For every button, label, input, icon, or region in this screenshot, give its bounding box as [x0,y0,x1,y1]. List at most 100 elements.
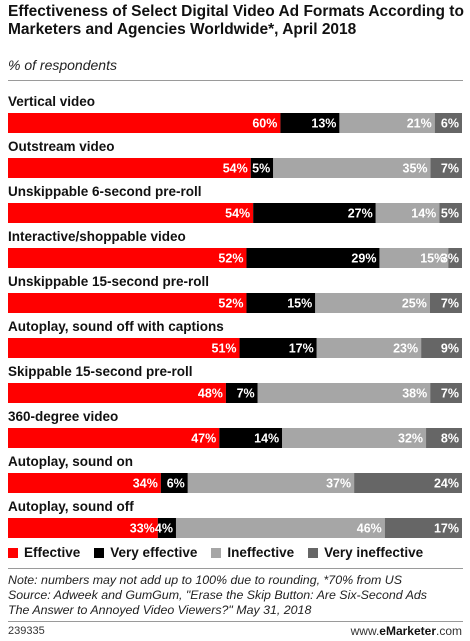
note-line-2: Source: Adweek and GumGum, "Erase the Sk… [8,588,427,602]
data-label-very-ineffective-unskippable-6-second-pre-roll: 5% [441,207,459,221]
data-label-very-ineffective-autoplay-sound-off-with-captions: 9% [441,342,459,356]
data-label-very-effective-interactive-shoppable-video: 29% [351,252,376,266]
bar-ineffective-autoplay-sound-on [187,473,355,493]
note-line-3: The Answer to Annoyed Video Viewers?" Ma… [8,603,312,617]
stacked-bar-chart: Vertical video 60% 13% 21% 6% Outstream video… [8,94,462,538]
bar-ineffective-unskippable-15-second-pre-roll [315,293,430,313]
bar-effective-unskippable-15-second-pre-roll [8,293,247,313]
data-label-ineffective-autoplay-sound-on: 37% [326,477,351,491]
data-label-very-effective-360-degree-video: 14% [254,432,279,446]
bar-very-effective-360-degree-video [219,428,283,448]
data-label-very-ineffective-autoplay-sound-on: 24% [434,477,459,491]
legend-item-very-ineffective: Very ineffective [308,545,423,560]
legend-swatch-effective [8,547,18,558]
data-label-ineffective-outstream-video: 35% [403,162,428,176]
legend-label-ineffective: Ineffective [227,545,295,560]
legend-label-very-effective: Very effective [110,545,198,560]
footer-divider [8,568,463,569]
bar-very-effective-skippable-15-second-pre-roll [225,383,258,403]
data-label-very-ineffective-skippable-15-second-pre-roll: 7% [441,387,459,401]
category-label-unskippable-15-second-pre-roll: Unskippable 15-second pre-roll [8,274,209,289]
bar-very-effective-unskippable-15-second-pre-roll [246,293,316,313]
data-label-very-effective-autoplay-sound-off-with-captions: 17% [289,342,314,356]
legend-swatch-ineffective [211,547,222,558]
bar-very-effective-vertical-video [280,113,340,133]
data-label-very-effective-outstream-video: 5% [252,162,270,176]
bar-effective-skippable-15-second-pre-roll [8,383,226,403]
bar-effective-unskippable-6-second-pre-roll [8,203,254,223]
category-label-autoplay-sound-off-with-captions: Autoplay, sound off with captions [8,319,224,334]
data-label-very-effective-autoplay-sound-on: 6% [167,477,185,491]
source-note: Note: numbers may not add up to 100% due… [8,573,468,618]
data-label-effective-vertical-video: 60% [252,117,277,131]
bar-very-ineffective-interactive-shoppable-video [448,248,462,268]
category-label-autoplay-sound-off: Autoplay, sound off [8,499,134,514]
top-divider [8,80,463,81]
bar-ineffective-outstream-video [273,158,431,178]
data-label-effective-outstream-video: 54% [223,162,248,176]
bar-very-effective-unskippable-6-second-pre-roll [253,203,376,223]
bar-effective-autoplay-sound-off [8,518,158,538]
bar-very-ineffective-autoplay-sound-on [354,473,462,493]
category-label-360-degree-video: 360-degree video [8,409,118,424]
bar-very-effective-autoplay-sound-on [160,473,188,493]
data-label-ineffective-autoplay-sound-off: 46% [357,522,382,536]
chart-subtitle: % of respondents [8,57,117,73]
legend-item-ineffective: Ineffective [211,545,294,560]
bar-ineffective-unskippable-6-second-pre-roll [375,203,440,223]
bar-very-ineffective-unskippable-15-second-pre-roll [429,293,462,313]
bar-very-ineffective-360-degree-video [426,428,462,448]
bar-very-effective-interactive-shoppable-video [246,248,380,268]
data-label-ineffective-vertical-video: 21% [407,117,432,131]
bar-very-ineffective-unskippable-6-second-pre-roll [439,203,462,223]
data-label-ineffective-360-degree-video: 32% [398,432,423,446]
bar-ineffective-vertical-video [339,113,435,133]
legend-item-effective: Effective [8,545,80,560]
data-label-effective-skippable-15-second-pre-roll: 48% [198,387,223,401]
bar-very-ineffective-autoplay-sound-off [384,518,462,538]
data-label-effective-unskippable-6-second-pre-roll: 54% [225,207,250,221]
data-label-very-ineffective-vertical-video: 6% [441,117,459,131]
legend: Effective Very effective Ineffective Ver… [8,545,468,560]
bar-effective-interactive-shoppable-video [8,248,247,268]
data-label-effective-interactive-shoppable-video: 52% [218,252,243,266]
brand-prefix: www. [350,624,380,638]
legend-swatch-very-ineffective [308,547,319,558]
bar-very-ineffective-autoplay-sound-off-with-captions [421,338,462,358]
bar-effective-autoplay-sound-on [8,473,161,493]
chart-title: Effectiveness of Select Digital Video Ad… [8,3,464,38]
brand-suffix: .com [435,624,462,638]
data-label-ineffective-unskippable-6-second-pre-roll: 14% [411,207,436,221]
data-label-very-effective-unskippable-6-second-pre-roll: 27% [348,207,373,221]
data-label-very-ineffective-interactive-shoppable-video: 3% [441,252,459,266]
data-label-ineffective-autoplay-sound-off-with-captions: 23% [393,342,418,356]
bar-very-ineffective-outstream-video [430,158,462,178]
bar-very-ineffective-skippable-15-second-pre-roll [430,383,462,403]
data-label-very-effective-unskippable-15-second-pre-roll: 15% [287,297,312,311]
data-label-very-ineffective-autoplay-sound-off: 17% [434,522,459,536]
bar-ineffective-interactive-shoppable-video [379,248,449,268]
data-label-effective-360-degree-video: 47% [191,432,216,446]
data-label-very-ineffective-360-degree-video: 8% [441,432,459,446]
category-label-skippable-15-second-pre-roll: Skippable 15-second pre-roll [8,364,193,379]
bar-effective-vertical-video [8,113,281,133]
data-label-very-effective-autoplay-sound-off: 4% [155,522,173,536]
bottom-divider [8,621,463,622]
data-label-ineffective-interactive-shoppable-video: 15% [420,252,445,266]
bar-ineffective-autoplay-sound-off [175,518,385,538]
brand-logo: www.eMarketer.com [351,624,462,638]
category-label-vertical-video: Vertical video [8,94,95,109]
bar-very-effective-autoplay-sound-off-with-captions [239,338,317,358]
data-label-effective-autoplay-sound-on: 34% [133,477,158,491]
data-label-very-ineffective-unskippable-15-second-pre-roll: 7% [441,297,459,311]
data-label-effective-autoplay-sound-off: 33% [130,522,155,536]
legend-item-very-effective: Very effective [94,545,197,560]
data-label-effective-autoplay-sound-off-with-captions: 51% [212,342,237,356]
data-label-very-effective-skippable-15-second-pre-roll: 7% [237,387,255,401]
legend-label-effective: Effective [24,545,81,560]
bar-very-effective-outstream-video [250,158,274,178]
category-label-autoplay-sound-on: Autoplay, sound on [8,454,133,469]
bar-ineffective-360-degree-video [282,428,427,448]
data-label-ineffective-unskippable-15-second-pre-roll: 25% [402,297,427,311]
bar-very-effective-autoplay-sound-off [157,518,176,538]
